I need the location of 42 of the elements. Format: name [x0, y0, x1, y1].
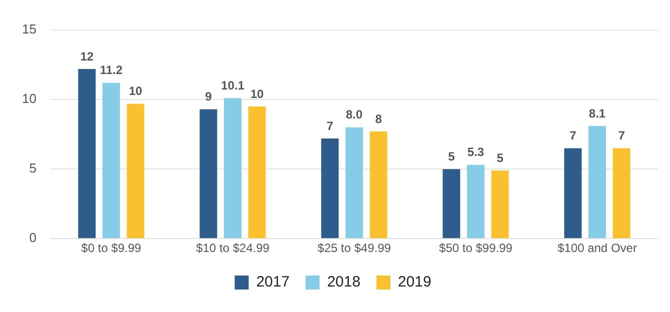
bar	[224, 98, 242, 238]
y-tick-label: 0	[29, 230, 36, 246]
data-label: 5	[448, 149, 456, 164]
bar	[78, 68, 96, 238]
y-tick-label: 10	[22, 91, 36, 106]
bar	[200, 109, 218, 238]
data-label: 8	[375, 112, 382, 126]
data-label: 12	[80, 49, 94, 64]
data-label: 10	[250, 86, 264, 101]
data-label: 10.1	[221, 78, 245, 92]
y-tick-label: 5	[29, 160, 36, 176]
data-label: 8.1	[588, 106, 606, 120]
bar	[466, 164, 484, 238]
data-label: 7	[326, 118, 334, 133]
bar	[588, 126, 606, 238]
data-label: 8.0	[346, 108, 363, 122]
legend-label: 2017	[256, 274, 290, 291]
y-tick-label: 15	[22, 22, 36, 37]
data-label: 5	[496, 150, 504, 165]
bar	[102, 82, 120, 238]
bar	[612, 148, 630, 238]
data-label: 11.2	[100, 63, 123, 78]
legend-label: 2019	[398, 274, 432, 291]
bar	[248, 106, 266, 238]
bar	[321, 138, 339, 238]
bar	[126, 104, 144, 238]
x-tick-label: $10 to $24.99	[196, 241, 270, 256]
x-tick-label: $25 to $49.99	[318, 241, 392, 256]
bar	[491, 170, 509, 238]
x-tick-label: $50 to $99.99	[439, 241, 513, 256]
data-label: 5.3	[467, 145, 484, 160]
bar	[442, 169, 460, 238]
x-tick-label: $100 and Over	[558, 241, 637, 256]
bar	[370, 132, 388, 238]
bar	[564, 148, 582, 238]
x-tick-label: $0 to $9.99	[81, 241, 142, 256]
data-label: 7	[618, 128, 626, 143]
data-label: 9	[205, 90, 212, 104]
data-label: 7	[570, 128, 577, 143]
bar	[345, 127, 363, 238]
legend-label: 2018	[327, 274, 360, 291]
data-label: 10	[128, 84, 143, 98]
